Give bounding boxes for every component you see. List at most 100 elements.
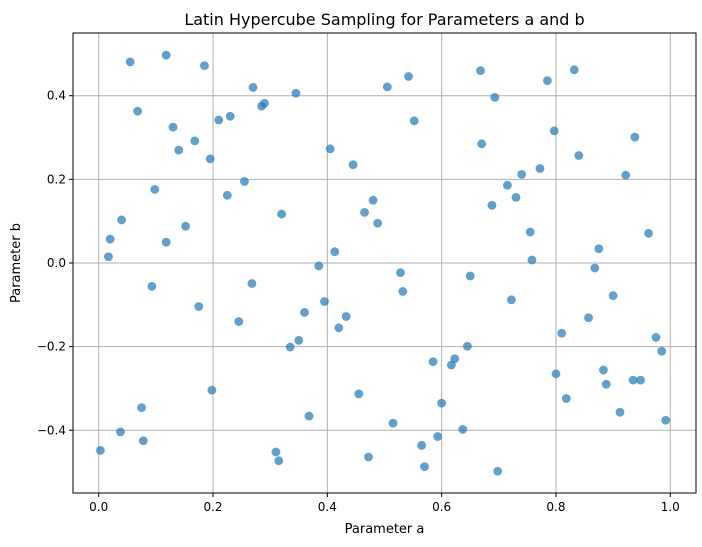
axis-ticks: 0.0 0.2 0.4 0.6 0.8 1.0 −0.4 −0.2 0.0 0.2 0.4	[37, 89, 680, 514]
x-tick-label: 0.2	[203, 500, 222, 514]
scatter-point	[594, 244, 604, 254]
scatter-point	[200, 61, 209, 71]
scatter-point	[477, 139, 487, 149]
scatter-point	[205, 154, 215, 164]
scatter-point	[234, 317, 244, 326]
scatter-point	[222, 190, 232, 200]
scatter-point	[274, 456, 284, 466]
scatter-point	[608, 291, 618, 301]
scatter-point	[360, 208, 369, 217]
scatter-point	[621, 170, 631, 180]
scatter-point	[96, 445, 105, 455]
scatter-point	[277, 209, 287, 219]
scatter-point	[417, 440, 427, 450]
scatter-point	[428, 357, 438, 367]
scatter-point	[214, 115, 224, 125]
scatter-point	[334, 323, 344, 333]
scatter-point	[549, 126, 559, 136]
scatter-point	[240, 177, 249, 186]
scatter-point	[476, 66, 485, 76]
y-tick-label: 0.4	[47, 89, 66, 103]
scatter-point	[628, 375, 638, 385]
scatter-point	[551, 369, 561, 379]
scatter-point	[462, 341, 472, 351]
y-tick-label: 0.0	[47, 256, 66, 270]
scatter-point	[398, 287, 408, 296]
scatter-point	[291, 88, 301, 98]
scatter-point	[493, 466, 503, 476]
scatter-point	[271, 447, 281, 457]
scatter-point	[557, 328, 567, 338]
scatter-point	[420, 462, 429, 472]
scatter-point	[161, 237, 171, 247]
scatter-point	[190, 136, 200, 146]
scatter-point	[314, 261, 324, 271]
scatter-point	[105, 234, 115, 244]
scatter-point	[168, 122, 178, 132]
x-tick-label: 0.6	[432, 500, 451, 514]
scatter-point	[561, 394, 571, 403]
scatter-point	[517, 169, 527, 179]
x-axis-label: Parameter a	[345, 522, 425, 537]
scatter-point	[137, 403, 146, 413]
y-tick-label: −0.2	[37, 340, 66, 354]
x-tick-label: 0.8	[546, 500, 565, 514]
scatter-point	[569, 65, 579, 75]
scatter-point	[450, 354, 460, 364]
scatter-point	[487, 200, 497, 210]
scatter-point	[657, 346, 667, 356]
chart-title: Latin Hypercube Sampling for Parameters …	[184, 10, 584, 29]
scatter-point	[388, 418, 398, 428]
scatter-point	[364, 452, 373, 462]
scatter-point	[330, 247, 340, 257]
scatter-point	[490, 93, 500, 102]
x-tick-label: 1.0	[661, 500, 680, 514]
scatter-point	[542, 76, 552, 86]
scatter-point	[325, 144, 335, 154]
scatter-point	[161, 50, 171, 60]
scatter-point	[525, 227, 535, 237]
scatter-point	[433, 432, 443, 441]
scatter-point	[661, 415, 671, 425]
scatter-point	[502, 180, 512, 190]
scatter-point	[320, 297, 329, 306]
scatter-point	[248, 82, 258, 92]
scatter-point	[527, 255, 537, 265]
y-axis-label: Parameter b	[9, 223, 24, 303]
scatter-point	[354, 389, 364, 399]
scatter-point	[382, 82, 392, 92]
scatter-point	[125, 57, 135, 67]
scatter-point	[601, 379, 611, 389]
x-tick-label: 0.0	[89, 500, 108, 514]
scatter-point	[636, 375, 645, 385]
scatter-point	[348, 160, 358, 170]
scatter-point	[373, 218, 383, 228]
scatter-point	[651, 333, 661, 342]
scatter-point	[644, 228, 653, 238]
scatter-point	[304, 411, 314, 421]
scatter-point	[535, 164, 545, 173]
scatter-point	[247, 279, 257, 288]
grid	[73, 33, 696, 493]
scatter-point	[584, 313, 593, 323]
scatter-point	[207, 385, 217, 395]
scatter-point	[147, 282, 157, 291]
scatter-point	[300, 307, 309, 317]
scatter-point	[590, 263, 600, 273]
scatter-point	[396, 268, 405, 278]
scatter-point	[437, 398, 447, 408]
scatter-point	[138, 436, 148, 446]
y-tick-label: −0.4	[37, 423, 66, 437]
scatter-point	[574, 151, 584, 160]
scatter-point	[630, 132, 640, 142]
scatter-point	[615, 407, 625, 417]
scatter-point	[294, 335, 304, 345]
scatter-point	[511, 192, 521, 202]
scatter-point	[506, 295, 516, 305]
scatter-point	[104, 252, 113, 262]
scatter-point	[409, 116, 419, 126]
scatter-point	[404, 72, 413, 81]
scatter-point	[133, 106, 142, 116]
